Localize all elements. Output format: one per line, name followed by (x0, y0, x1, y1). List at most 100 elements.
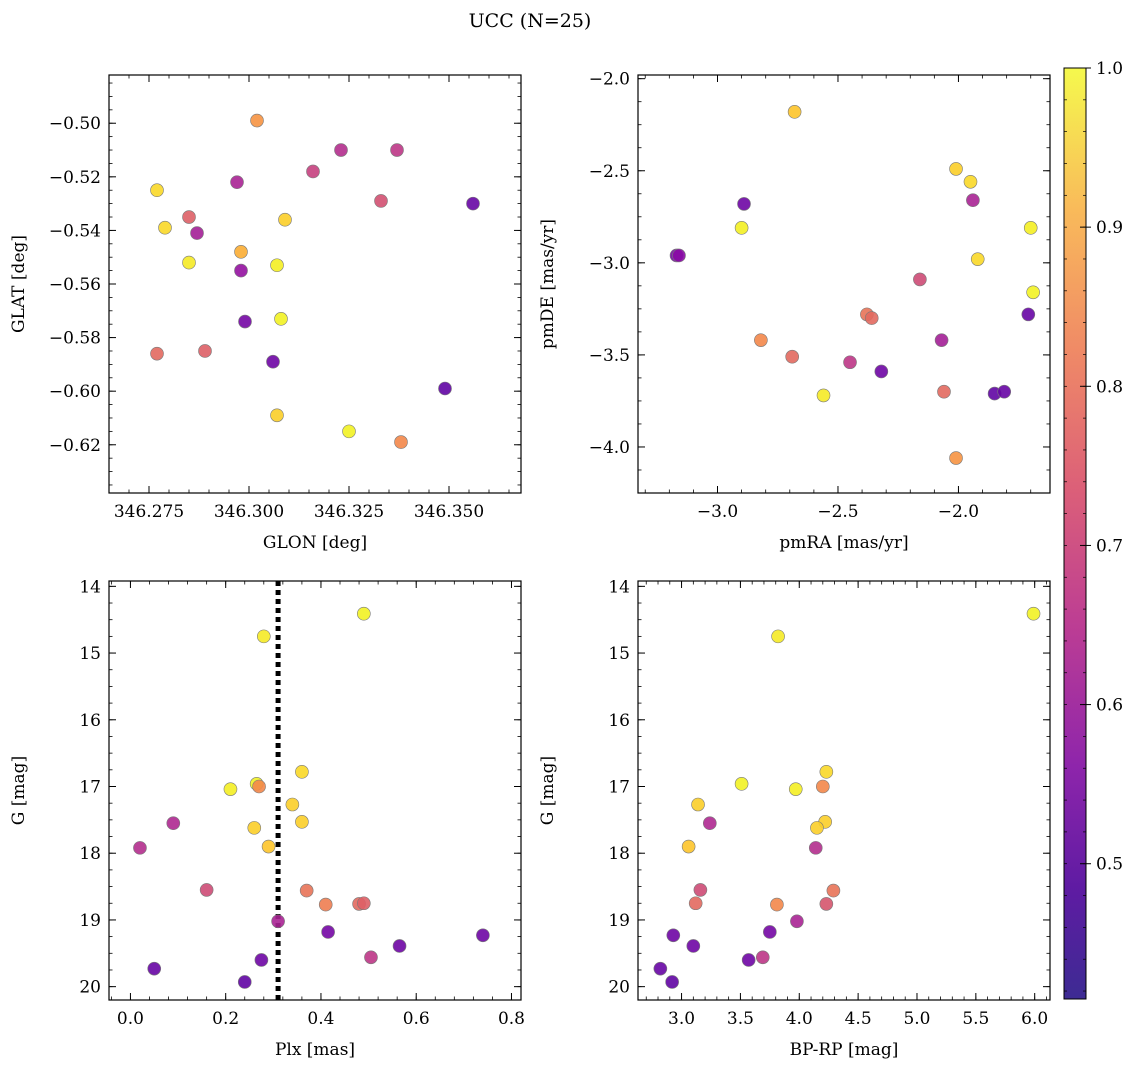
scatter-point (808, 841, 823, 855)
x-axis-label: GLON [deg] (263, 533, 367, 553)
scatter-point (166, 816, 181, 830)
scatter-point (256, 629, 271, 644)
scatter-point (963, 175, 978, 189)
y-tick-label: −4.0 (589, 438, 630, 458)
scatter-point (653, 961, 668, 976)
y-tick-label: 18 (608, 844, 630, 864)
y-tick-label: −3.5 (589, 346, 630, 366)
x-axis-label: Plx [mas] (275, 1040, 355, 1060)
scatter-point (819, 897, 834, 911)
scatter-point (826, 883, 841, 898)
scatter-point (247, 821, 262, 835)
scatter-point (466, 196, 480, 211)
scatter-point (770, 897, 784, 912)
x-tick-label: 0.4 (307, 1009, 334, 1029)
scatter-point (274, 312, 288, 326)
scatter-point (150, 183, 164, 198)
plot-frame (637, 580, 1051, 1001)
scatter-point (934, 333, 949, 347)
y-tick-label: −2.0 (589, 70, 630, 90)
scatter-point (364, 950, 378, 965)
scatter-point (285, 797, 300, 812)
scatter-point (816, 779, 830, 794)
panel-pm: −3.0 −2.5 −2.0 −4.0 −3.5 −3.0 −2.5 −2.0 pmRA [ma… (538, 70, 1051, 553)
plot-frame (108, 74, 522, 494)
panel-cmd: 3.0 3.5 4.0 4.5 5.0 5.5 6.0 14 15 16 17 18 19 20 BP-RP… (538, 577, 1051, 1060)
panel-plx: 0.0 0.2 0.4 0.6 0.8 14 15 16 17 18 19 20 Plx [mas] G … (9, 577, 525, 1060)
scatter-point (754, 333, 768, 347)
scatter-point (691, 797, 705, 812)
scatter-point (672, 248, 686, 263)
scatter-point (270, 408, 284, 423)
scatter-point (270, 258, 284, 273)
scatter-point (342, 424, 356, 439)
y-tick-label: −0.58 (49, 329, 101, 349)
y-axis-label: pmDE [mas/yr] (538, 219, 558, 349)
y-tick-label: 19 (79, 911, 101, 931)
y-axis-label: G [mag] (9, 756, 29, 825)
colorbar-gradient (1063, 67, 1087, 1000)
colorbar-tick-label: 0.7 (1096, 536, 1123, 556)
x-tick-label: −2.5 (817, 502, 858, 522)
scatter-point (810, 821, 824, 835)
x-tick-label: 3.0 (668, 1009, 695, 1029)
scatter-point (693, 883, 708, 897)
x-tick-label: −2.0 (938, 502, 979, 522)
y-tick-label: 14 (608, 577, 630, 597)
scatter-point (913, 272, 927, 287)
colorbar-tick-label: 0.8 (1096, 377, 1123, 397)
scatter-point (737, 197, 751, 211)
scatter-point (438, 381, 452, 396)
x-axis-label: BP-RP [mag] (790, 1040, 899, 1060)
colorbar: 0.5 0.6 0.7 0.8 0.9 1.0 (1063, 59, 1123, 1000)
scatter-point (686, 939, 701, 953)
scatter-point (476, 928, 490, 943)
x-tick-label: 0.8 (498, 1009, 525, 1029)
scatter-point (788, 782, 803, 796)
scatter-point (252, 779, 266, 794)
y-tick-label: −2.5 (589, 162, 630, 182)
scatter-point (790, 914, 804, 929)
y-tick-label: −0.50 (49, 114, 101, 134)
x-axis-label: pmRA [mas/yr] (779, 533, 908, 553)
x-tick-label: 5.5 (962, 1009, 989, 1029)
scatter-point (785, 349, 799, 364)
scatter-point (198, 344, 212, 358)
scatter-point (271, 914, 285, 929)
scatter-point (306, 164, 320, 179)
scatter-point (949, 451, 963, 465)
scatter-point (937, 384, 951, 399)
scatter-point (299, 883, 314, 898)
scatter-point (874, 364, 889, 379)
scatter-point (666, 928, 681, 943)
panel-pos: 346.275 346.300 346.325 346.350 −0.62 −0.60 −0… (9, 74, 522, 553)
scatter-point (997, 384, 1012, 399)
scatter-point (147, 961, 162, 976)
scatter-point (688, 896, 703, 911)
scatter-point (295, 765, 309, 779)
scatter-point (763, 925, 777, 939)
scatter-point (787, 105, 802, 119)
y-tick-label: −0.56 (49, 275, 101, 295)
y-tick-label: −3.0 (589, 254, 630, 274)
scatter-point (864, 311, 879, 325)
scatter-point (949, 162, 963, 176)
scatter-point (261, 839, 276, 854)
x-tick-label: 0.2 (212, 1009, 239, 1029)
x-tick-label: 346.275 (114, 502, 184, 522)
scatter-point (250, 113, 264, 128)
scatter-point (681, 839, 696, 854)
scatter-point (321, 925, 335, 939)
scatter-point (1023, 221, 1038, 235)
x-tick-label: 6.0 (1021, 1009, 1048, 1029)
colorbar-tick-label: 0.5 (1096, 855, 1123, 875)
colorbar-tick-label: 0.9 (1096, 218, 1123, 238)
scatter-point (182, 255, 196, 270)
x-tick-label: 3.5 (727, 1009, 754, 1029)
scatter-point (970, 252, 985, 266)
x-tick-label: 0.0 (117, 1009, 144, 1029)
scatter-point (819, 765, 834, 779)
scatter-point (665, 975, 679, 989)
scatter-point (703, 816, 717, 830)
